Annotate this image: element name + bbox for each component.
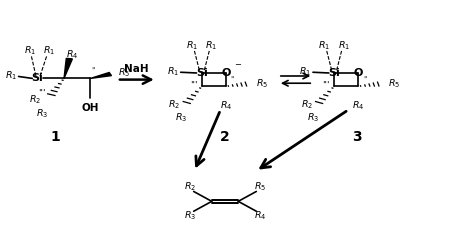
Text: ''': ''' [190,80,198,90]
Text: $R_1$: $R_1$ [23,45,36,57]
Text: $R_1$: $R_1$ [42,45,55,57]
Text: O: O [354,68,363,78]
Text: OH: OH [82,103,99,112]
Text: $R_5$: $R_5$ [118,67,130,79]
Text: $R_5$: $R_5$ [254,181,266,193]
Polygon shape [90,73,112,78]
Text: 1: 1 [50,130,60,144]
Text: NaH: NaH [125,64,149,74]
Text: $R_2$: $R_2$ [29,94,41,106]
Text: $^-$: $^-$ [233,61,243,74]
Text: O: O [221,68,231,78]
Text: '': '' [230,76,235,85]
Text: $R_1$: $R_1$ [5,70,17,82]
Text: $R_4$: $R_4$ [66,48,78,61]
Text: 3: 3 [352,130,362,144]
Text: $R_1$: $R_1$ [318,39,331,51]
Text: $R_2$: $R_2$ [168,98,180,110]
Text: '': '' [363,76,367,85]
Text: $R_2$: $R_2$ [184,181,196,193]
Text: Si: Si [328,68,340,78]
Text: $R_3$: $R_3$ [175,111,187,124]
Text: $R_1$: $R_1$ [167,65,179,78]
Text: ''': ''' [322,80,330,90]
Text: $R_3$: $R_3$ [36,107,48,120]
Text: $R_1$: $R_1$ [186,39,198,51]
Text: Si: Si [32,73,44,83]
Text: Si: Si [196,68,208,78]
Text: $R_5$: $R_5$ [256,77,268,90]
Text: $R_4$: $R_4$ [254,209,266,222]
Text: $R_2$: $R_2$ [301,98,313,110]
Text: $R_1$: $R_1$ [206,39,218,51]
Text: $R_4$: $R_4$ [352,99,365,112]
Text: $R_1$: $R_1$ [338,39,350,51]
Text: ''': ''' [38,89,45,98]
Text: $R_5$: $R_5$ [388,77,401,90]
Text: '': '' [91,67,96,76]
Text: $R_4$: $R_4$ [220,99,232,112]
Text: $R_3$: $R_3$ [307,111,319,124]
Polygon shape [64,58,72,78]
Text: 2: 2 [220,130,230,144]
Text: $R_1$: $R_1$ [299,65,311,78]
Text: $R_3$: $R_3$ [184,209,196,222]
